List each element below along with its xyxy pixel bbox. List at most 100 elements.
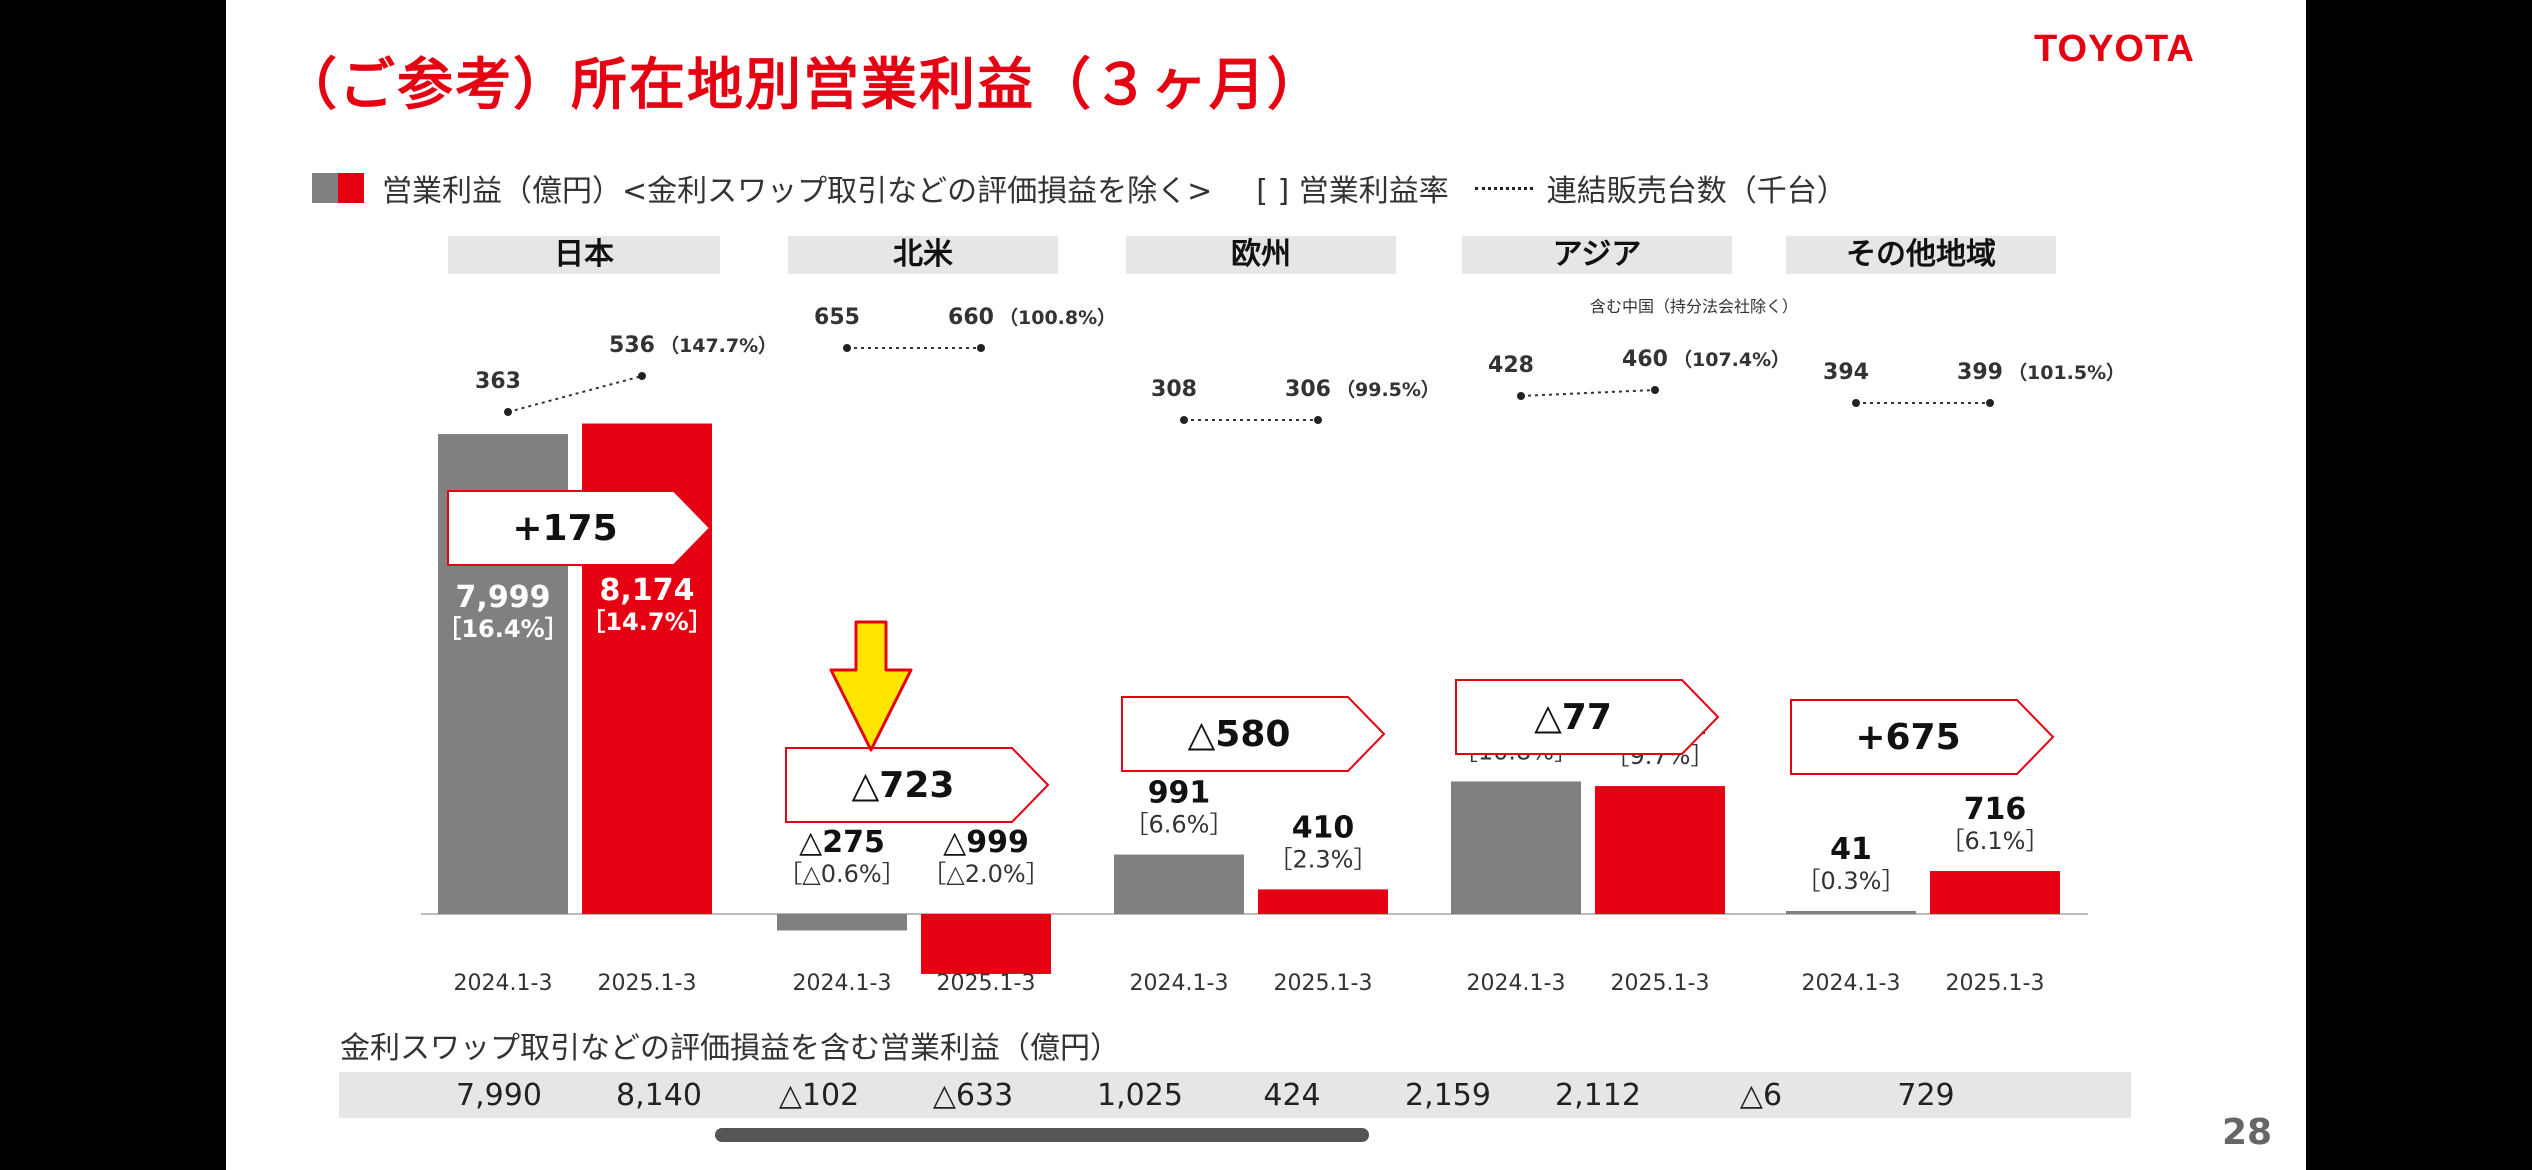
bar-2-0 (1114, 854, 1244, 914)
bar-2-1 (1258, 889, 1388, 914)
page-number: 28 (2222, 1112, 2273, 1153)
bar-margin-label: ［6.1%］ (1941, 827, 2050, 855)
units-ratio-label: （100.8%） (999, 306, 1116, 329)
footer-value: 7,990 (456, 1078, 542, 1113)
units-current-label: 306 (1285, 377, 1331, 402)
change-arrow-box-0 (447, 490, 712, 566)
units-point-current (638, 372, 646, 380)
units-prior-label: 655 (814, 305, 860, 330)
footer-values-bar (339, 1072, 2131, 1118)
footer-value: 2,112 (1555, 1078, 1641, 1113)
units-point-current (1986, 399, 1994, 407)
units-current-label: 660 (948, 305, 994, 330)
region-header-asia: アジア (1462, 236, 1732, 274)
bar-margin-label: ［6.6%］ (1125, 811, 1234, 839)
units-current-label: 460 (1622, 347, 1668, 372)
bar-4-1 (1930, 871, 2060, 914)
footer-value: 729 (1897, 1078, 1955, 1113)
x-tick-label: 2024.1-3 (1802, 971, 1901, 996)
x-tick-label: 2025.1-3 (1946, 971, 2045, 996)
bar-1-1 (921, 914, 1051, 974)
units-point-prior (1517, 392, 1525, 400)
bar-value-label: 410 (1292, 810, 1355, 845)
footer-value: 2,159 (1405, 1078, 1491, 1113)
units-point-current (1314, 416, 1322, 424)
bar-margin-label: ［2.3%］ (1269, 845, 1378, 873)
units-prior-label: 394 (1823, 360, 1869, 385)
bar-value-label: △999 (943, 825, 1029, 860)
bar-value-label: 8,174 (600, 573, 695, 608)
x-tick-label: 2025.1-3 (1611, 971, 1710, 996)
units-prior-label: 308 (1151, 377, 1197, 402)
x-tick-label: 2024.1-3 (454, 971, 553, 996)
bar-3-0 (1451, 781, 1581, 914)
x-tick-label: 2024.1-3 (793, 971, 892, 996)
units-ratio-label: （107.4%） (1673, 348, 1790, 371)
bar-value-label: 716 (1964, 792, 2027, 827)
bar-margin-label: ［0.3%］ (1797, 867, 1906, 895)
change-arrow-box-4 (1790, 699, 2055, 775)
bar-3-1 (1595, 786, 1725, 914)
footer-value: △633 (932, 1078, 1014, 1113)
x-tick-label: 2024.1-3 (1467, 971, 1566, 996)
legend-units-label: 連結販売台数（千台） (1546, 174, 1847, 209)
units-point-prior (1852, 399, 1860, 407)
bar-value-label: 991 (1148, 776, 1211, 811)
units-current-label: 399 (1957, 360, 2003, 385)
footer-value: △6 (1739, 1078, 1783, 1113)
units-prior-label: 428 (1488, 353, 1534, 378)
bar-value-label: 7,999 (456, 580, 551, 615)
units-line-0 (507, 375, 643, 413)
change-arrow-box-1 (785, 747, 1050, 823)
change-value-label: △77 (1534, 697, 1612, 738)
change-arrow-box-2 (1121, 696, 1386, 772)
units-ratio-label: （101.5%） (2008, 361, 2125, 384)
units-line-3 (1520, 389, 1656, 397)
region-header-north-america: 北米 (788, 236, 1058, 274)
region-header-europe: 欧州 (1126, 236, 1396, 274)
legend: 営業利益（億円）<金利スワップ取引などの評価損益を除く> [ ] 営業利益率 連… (312, 168, 1847, 209)
change-value-label: +675 (1855, 717, 1960, 758)
units-ratio-label: （99.5%） (1336, 378, 1440, 401)
chart-canvas: 7,999［16.4%］ 2024.1-3 8,174［14.7%］ 2025.1-3… (421, 305, 2125, 996)
x-tick-label: 2025.1-3 (598, 971, 697, 996)
change-arrow-box-3 (1455, 679, 1720, 755)
page-title: （ご参考）所在地別営業利益（３ヶ月） (281, 53, 1325, 118)
legend-dotted-line-icon (1474, 186, 1533, 190)
bar-4-0 (1786, 911, 1916, 914)
footer-value: △102 (778, 1078, 860, 1113)
legend-profit-label: 営業利益（億円）<金利スワップ取引などの評価損益を除く> (382, 174, 1213, 209)
units-point-current (1651, 386, 1659, 394)
scrollbar[interactable] (715, 1128, 1369, 1142)
legend-margin-label: [ ] 営業利益率 (1256, 174, 1449, 209)
units-ratio-label: （147.7%） (660, 334, 777, 357)
region-header-japan: 日本 (448, 236, 720, 274)
toyota-logo: TOYOTA (2034, 28, 2195, 70)
bar-margin-label: ［△2.0%］ (922, 860, 1049, 888)
slide: （ご参考）所在地別営業利益（３ヶ月） TOYOTA 営業利益（億円）<金利スワッ… (226, 0, 2306, 1170)
footer-value: 8,140 (616, 1078, 702, 1113)
bar-margin-label: ［14.7%］ (581, 608, 712, 636)
bar-value-label: △275 (799, 825, 885, 860)
x-tick-label: 2024.1-3 (1130, 971, 1229, 996)
bar-1-0 (777, 914, 907, 931)
change-value-label: △723 (852, 765, 955, 806)
units-prior-label: 363 (475, 369, 521, 394)
region-header-other: その他地域 (1786, 236, 2056, 274)
footer-value: 1,025 (1097, 1078, 1183, 1113)
footer-label: 金利スワップ取引などの評価損益を含む営業利益（億円） (340, 1031, 1120, 1066)
bar-value-label: 41 (1830, 832, 1872, 867)
bar-margin-label: ［△0.6%］ (778, 860, 905, 888)
units-point-prior (1180, 416, 1188, 424)
change-value-label: △580 (1188, 714, 1291, 755)
legend-swatch-red (338, 173, 364, 203)
footer-value: 424 (1263, 1078, 1321, 1113)
units-current-label: 536 (609, 333, 655, 358)
highlight-arrow-icon (829, 620, 913, 752)
asia-note: 含む中国（持分法会社除く） (1590, 297, 1799, 316)
legend-swatch-gray (312, 173, 338, 203)
x-tick-label: 2025.1-3 (1274, 971, 1373, 996)
x-tick-label: 2025.1-3 (937, 971, 1036, 996)
bar-margin-label: ［16.4%］ (437, 615, 568, 643)
units-point-current (977, 344, 985, 352)
